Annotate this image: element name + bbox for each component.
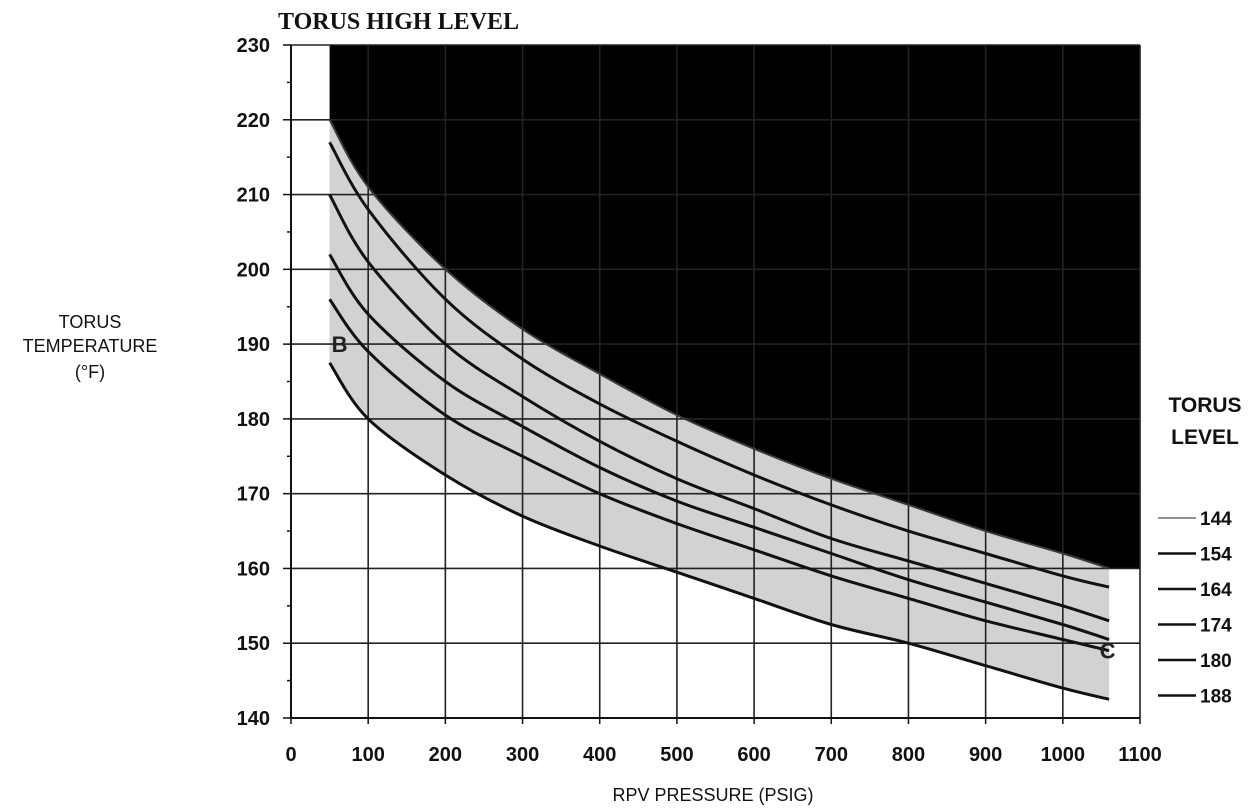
y-axis-label-line: (°F)	[75, 362, 105, 382]
axis-layer	[283, 44, 1141, 724]
torus-level-curve-154	[328, 141, 1110, 589]
torus-level-curve-164	[328, 193, 1110, 623]
y-tick-label: 230	[237, 35, 270, 57]
y-tick-label: 140	[237, 708, 270, 730]
region-label-c: C	[1100, 639, 1116, 664]
unsafe-region	[329, 45, 1141, 569]
y-axis-label: TORUS TEMPERATURE (°F)	[23, 312, 158, 382]
y-tick-label: 170	[237, 484, 270, 506]
x-tick-label: 1100	[1118, 744, 1161, 766]
x-tick-label: 0	[285, 744, 296, 766]
legend-title-line: TORUS	[1168, 394, 1241, 417]
x-tick-label: 500	[660, 744, 693, 766]
legend-label-174: 174	[1200, 616, 1232, 637]
y-tick-label: 200	[237, 259, 270, 281]
legend-entries: 144 154 164 174 180 188	[1158, 509, 1232, 708]
legend: TORUS LEVEL 144 154 164 174 180 188	[1158, 394, 1242, 708]
legend-label-180: 180	[1200, 651, 1232, 672]
x-axis-label: RPV PRESSURE (PSIG)	[612, 785, 813, 805]
x-tick-label: 300	[506, 744, 539, 766]
x-tick-label: 600	[737, 744, 770, 766]
x-tick-label: 900	[969, 744, 1002, 766]
torus-level-curve-174	[328, 253, 1110, 641]
x-tick-label: 400	[583, 744, 616, 766]
torus-level-curve-188	[328, 361, 1110, 701]
y-tick-label: 180	[237, 409, 270, 431]
shaded-band	[329, 119, 1110, 700]
torus-level-curve-180	[328, 298, 1110, 653]
curve-layer	[328, 119, 1110, 701]
legend-label-144: 144	[1200, 509, 1232, 530]
region-label-layer: BC	[332, 332, 1116, 664]
grid-layer	[291, 44, 1141, 718]
legend-label-154: 154	[1200, 545, 1232, 566]
x-tick-label: 200	[429, 744, 462, 766]
x-tick-label: 800	[892, 744, 925, 766]
region-label-b: B	[332, 332, 348, 357]
x-tick-label: 700	[815, 744, 848, 766]
chart-title: TORUS HIGH LEVEL	[278, 9, 519, 35]
y-tick-label: 150	[237, 633, 270, 655]
legend-label-188: 188	[1200, 687, 1232, 708]
tick-label-layer: 0 100 200 300 400 500 600 700 800 900 1000 1100 140 1…	[237, 35, 1162, 766]
unsafe-region-layer	[329, 45, 1141, 569]
torus-level-curve-144	[328, 119, 1110, 570]
x-tick-label: 100	[351, 744, 384, 766]
y-tick-label: 160	[237, 558, 270, 580]
y-tick-label: 190	[237, 334, 270, 356]
y-tick-label: 220	[237, 110, 270, 132]
shaded-region-layer	[329, 119, 1110, 700]
y-axis-label-line: TEMPERATURE	[23, 336, 158, 356]
y-axis-label-line: TORUS	[59, 312, 122, 332]
y-tick-label: 210	[237, 185, 270, 207]
legend-title-line: LEVEL	[1171, 426, 1239, 449]
legend-label-164: 164	[1200, 580, 1232, 601]
x-tick-label: 1000	[1041, 744, 1086, 766]
